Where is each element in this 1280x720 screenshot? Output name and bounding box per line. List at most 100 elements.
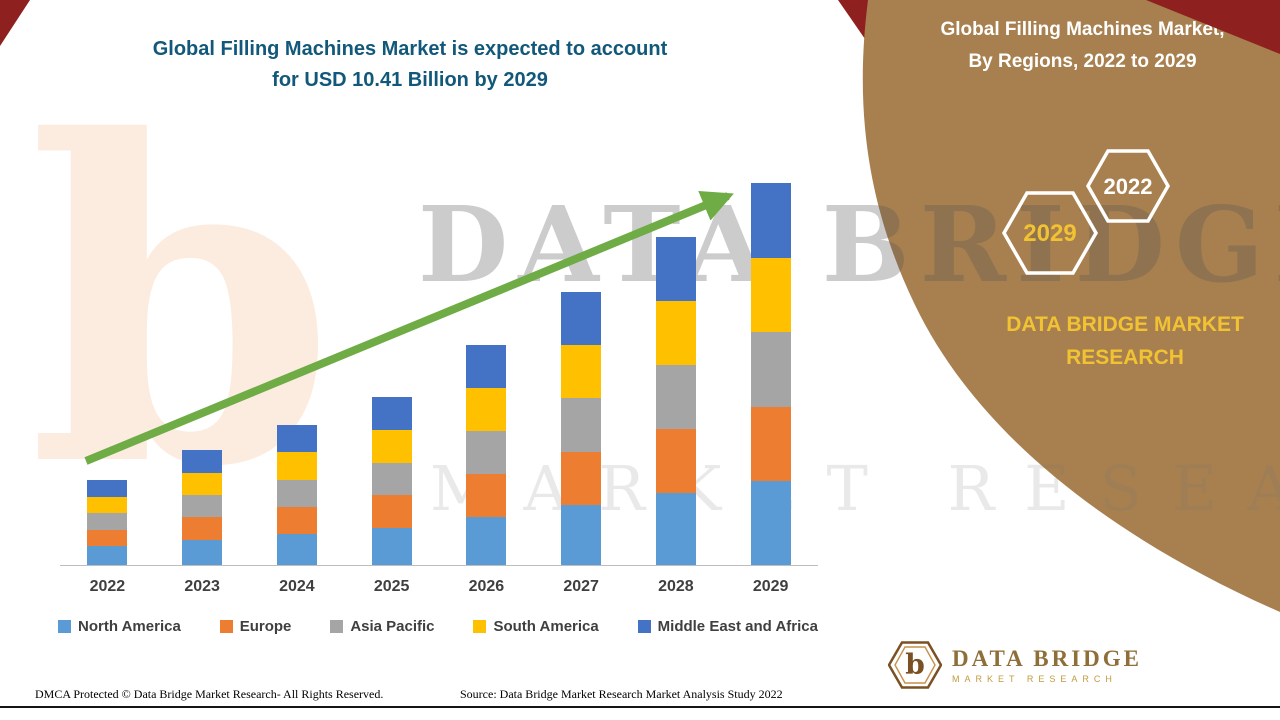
- x-axis-label-2025: 2025: [373, 578, 410, 595]
- bottom-rule: [0, 706, 1280, 708]
- bar-slot: [439, 180, 534, 565]
- bar-segment-europe: [276, 507, 317, 535]
- bar-segment-north-america: [276, 534, 317, 565]
- x-axis-line: [60, 565, 818, 566]
- x-axis-label-2026: 2026: [468, 578, 505, 595]
- legend-label: North America: [78, 618, 181, 635]
- legend-label: South America: [493, 618, 599, 635]
- stacked-bar-2022: [87, 479, 128, 565]
- chart-title-line2: for USD 10.41 Billion by 2029: [272, 69, 548, 91]
- bar-segment-europe: [561, 451, 602, 505]
- x-axis-label-2023: 2023: [184, 578, 220, 595]
- x-axis-label-2022: 2022: [89, 578, 126, 595]
- bar-segment-south-america: [371, 429, 412, 463]
- dmca-notice: DMCA Protected © Data Bridge Market Rese…: [35, 687, 384, 701]
- bar-segment-south-america: [87, 496, 128, 514]
- stacked-bar-2024: [276, 424, 317, 565]
- legend-label: Europe: [239, 618, 292, 635]
- bar-segment-asia-pacific: [87, 513, 128, 530]
- legend-item: South America: [473, 618, 599, 635]
- bar-segment-europe: [655, 428, 696, 493]
- panel-title-line1: Global Filling Machines Market,: [940, 19, 1225, 40]
- stacked-bar-2027: [561, 292, 602, 565]
- bar-segment-south-america: [276, 452, 317, 480]
- bar-segment-europe: [466, 473, 507, 517]
- red-accent-shape: [838, 0, 912, 52]
- panel-title-line2: By Regions, 2022 to 2029: [968, 51, 1197, 72]
- stacked-bar-2023: [182, 450, 223, 565]
- bar-segment-middle-east-and-africa: [371, 396, 412, 430]
- bar-segment-europe: [87, 529, 128, 547]
- bar-slot: [344, 180, 439, 565]
- chart-legend: North America Europe Asia Pacific South Ame…: [58, 618, 818, 635]
- top-left-corner-triangle: [0, 0, 30, 46]
- bar-segment-middle-east-and-africa: [466, 345, 507, 388]
- bar-segment-asia-pacific: [371, 462, 412, 496]
- x-axis-label-2027: 2027: [563, 578, 599, 595]
- legend-swatch: [330, 620, 344, 633]
- chart-title-line1: Global Filling Machines Market is expect…: [152, 38, 668, 60]
- legend-swatch: [219, 620, 233, 633]
- bar-segment-south-america: [750, 257, 791, 332]
- databridge-logo: b DATA BRIDGE MARKET RESEARCH: [888, 636, 1142, 694]
- stacked-bar-chart: [60, 180, 818, 565]
- bar-segment-middle-east-and-africa: [182, 450, 223, 473]
- bar-segment-north-america: [561, 504, 602, 565]
- logo-hexagon-icon: b: [888, 641, 942, 689]
- bar-segment-europe: [750, 406, 791, 481]
- brand-text: DATA BRIDGE MARKET RESEARCH: [1000, 308, 1250, 374]
- bar-segment-south-america: [655, 301, 696, 365]
- legend-swatch: [58, 620, 71, 633]
- chart-title: Global Filling Machines Market is expect…: [60, 34, 760, 96]
- x-axis-label-2029: 2029: [752, 578, 789, 595]
- legend-item: Asia Pacific: [330, 618, 435, 635]
- x-axis-label-2024: 2024: [279, 578, 315, 595]
- bar-segment-middle-east-and-africa: [561, 292, 602, 346]
- bar-segment-middle-east-and-africa: [276, 424, 317, 453]
- legend-swatch: [473, 620, 487, 633]
- bar-segment-asia-pacific: [182, 494, 223, 518]
- bar-segment-south-america: [466, 387, 507, 431]
- logo-subtitle: MARKET RESEARCH: [952, 674, 1117, 684]
- bar-segment-middle-east-and-africa: [750, 183, 791, 258]
- logo-name: DATA BRIDGE: [952, 646, 1142, 671]
- stacked-bar-2025: [371, 396, 412, 565]
- bar-slot: [60, 180, 155, 565]
- x-axis-labels: 2022 2023 2024 2025 2026 2027 2028 2029: [60, 578, 818, 596]
- bar-segment-middle-east-and-africa: [87, 479, 128, 497]
- legend-swatch: [637, 620, 651, 633]
- bar-segment-asia-pacific: [466, 430, 507, 474]
- bar-segment-middle-east-and-africa: [655, 236, 696, 302]
- stacked-bar-2029: [750, 183, 791, 565]
- bar-slot: [155, 180, 250, 565]
- bar-slot: [723, 180, 818, 565]
- legend-item: Middle East and Africa: [637, 618, 818, 635]
- bar-segment-europe: [182, 517, 223, 540]
- bar-segment-north-america: [371, 527, 412, 565]
- brand-text-line1: DATA BRIDGE MARKET: [1006, 313, 1244, 336]
- legend-label: Middle East and Africa: [657, 618, 818, 635]
- bar-segment-north-america: [466, 516, 507, 565]
- panel-title: Global Filling Machines Market, By Regio…: [905, 14, 1260, 78]
- logo-letter: b: [905, 648, 925, 681]
- bar-segment-asia-pacific: [276, 479, 317, 508]
- bar-slot: [629, 180, 724, 565]
- legend-item: Europe: [219, 618, 292, 635]
- bar-slot: [250, 180, 345, 565]
- bar-segment-asia-pacific: [561, 398, 602, 452]
- x-axis-label-2028: 2028: [658, 578, 694, 595]
- bar-segment-asia-pacific: [655, 364, 696, 429]
- source-note: Source: Data Bridge Market Research Mark…: [460, 687, 783, 701]
- bar-segment-north-america: [87, 546, 128, 565]
- bar-segment-europe: [371, 495, 412, 528]
- stacked-bar-2026: [466, 345, 507, 565]
- bar-segment-north-america: [750, 481, 791, 565]
- bar-segment-south-america: [182, 472, 223, 495]
- legend-item: North America: [58, 618, 181, 635]
- bar-segment-north-america: [182, 539, 223, 565]
- bar-segment-south-america: [561, 345, 602, 399]
- stacked-bar-2028: [655, 236, 696, 565]
- logo-text: DATA BRIDGE MARKET RESEARCH: [952, 646, 1142, 684]
- bar-segment-asia-pacific: [750, 332, 791, 407]
